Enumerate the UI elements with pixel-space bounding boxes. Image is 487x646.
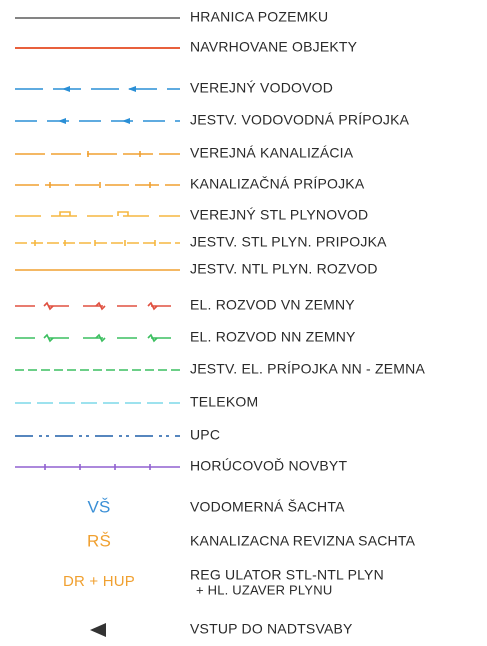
legend-label: EL. ROZVOD VN ZEMNY [190, 297, 355, 313]
symbol: VŠ [87, 497, 110, 516]
tick [34, 240, 156, 246]
legend-label: HORÚCOVOĎ NOVBYT [190, 458, 347, 474]
legend-label: KANALIZACNA REVIZNA SACHTA [190, 533, 416, 549]
entrance-arrow [90, 623, 106, 637]
legend-label: VEREJNÝ VODOVOD [190, 80, 333, 96]
line-symbols [15, 17, 180, 470]
legend-label: NAVRHOVANE OBJEKTY [190, 39, 358, 55]
legend-label: JESTV. VODOVODNÁ PRÍPOJKA [190, 112, 410, 128]
labels: HRANICA POZEMKU NAVRHOVANE OBJEKTY VEREJNÝ… [190, 9, 425, 637]
tick [43, 301, 158, 311]
symbol: DR + HUP [63, 573, 135, 590]
legend-label: JESTV. EL. PRÍPOJKA NN - ZEMNA [190, 361, 425, 377]
arrow [58, 118, 130, 124]
legend-label: + HL. UZAVER PLYNU [196, 582, 332, 597]
tick [59, 211, 129, 216]
legend-label: VSTUP DO NADTSVABY [190, 621, 353, 637]
legend-label: REG ULATOR STL-NTL PLYN [190, 567, 384, 583]
tick [49, 182, 151, 188]
legend-label: VEREJNÝ STL PLYNOVOD [190, 207, 368, 223]
legend-label: VODOMERNÁ ŠACHTA [190, 499, 345, 515]
legend-label: VEREJNÁ KANALIZÁCIA [190, 145, 354, 161]
legend-label: EL. ROZVOD NN ZEMNY [190, 329, 356, 345]
legend-label: UPC [190, 427, 220, 443]
legend-label: HRANICA POZEMKU [190, 9, 328, 25]
tick [87, 151, 141, 157]
legend-label: KANALIZAČNÁ PRÍPOJKA [190, 176, 365, 192]
tick [44, 464, 151, 470]
legend-label: TELEKOM [190, 394, 258, 410]
symbol: RŠ [87, 531, 111, 550]
legend-label: JESTV. STL PLYN. PRIPOJKA [190, 234, 387, 250]
tick [43, 333, 158, 343]
arrow [62, 86, 136, 92]
legend-label: JESTV. NTL PLYN. ROZVOD [190, 261, 378, 277]
